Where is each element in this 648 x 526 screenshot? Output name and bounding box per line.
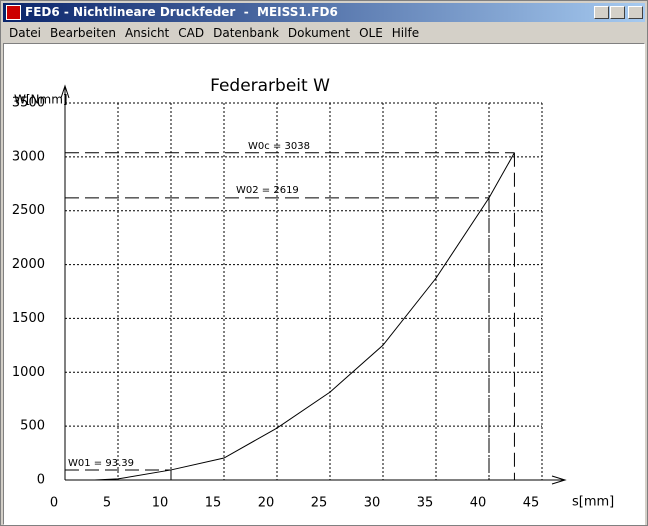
marker-label: W02 = 2619	[236, 185, 299, 196]
menu-item[interactable]: Ansicht	[124, 26, 170, 40]
x-tick-label: 5	[103, 496, 111, 511]
menu-item[interactable]: OLE	[359, 26, 383, 40]
menu-item[interactable]: Dokument	[287, 26, 351, 40]
title-bar: FED6 - Nichtlineare Druckfeder - MEISS1.…	[3, 3, 645, 22]
y-tick-label: 2000	[12, 257, 45, 272]
y-tick-label: 3500	[12, 96, 45, 111]
window-title: FED6 - Nichtlineare Druckfeder - MEISS1.…	[25, 5, 338, 19]
y-axis-arrow	[60, 84, 70, 99]
y-tick-label: 0	[37, 473, 45, 488]
x-tick-label: 20	[258, 496, 275, 511]
menu-item[interactable]: Hilfe	[391, 26, 420, 40]
client-area	[3, 43, 645, 525]
menu-item[interactable]: CAD	[178, 26, 205, 40]
x-tick-label: 25	[311, 496, 328, 511]
x-tick-label: 45	[523, 496, 540, 511]
menu-item[interactable]: Datei	[9, 26, 42, 40]
menu-item[interactable]: Datenbank	[213, 26, 279, 40]
chart-title: Federarbeit W	[210, 76, 330, 96]
y-tick-label: 500	[20, 419, 45, 434]
x-tick-label: 0	[50, 496, 58, 511]
x-axis-label: s[mm]	[572, 495, 614, 510]
x-tick-label: 30	[364, 496, 381, 511]
minimize-button[interactable]	[594, 6, 609, 19]
marker-label: W01 = 93.39	[68, 458, 134, 469]
data-line	[94, 152, 515, 481]
y-tick-label: 1000	[12, 365, 45, 380]
x-tick-label: 15	[205, 496, 222, 511]
menu-item[interactable]: Bearbeiten	[50, 26, 116, 40]
y-tick-label: 3000	[12, 149, 45, 164]
close-button[interactable]	[628, 6, 643, 19]
app-icon	[6, 5, 21, 20]
x-tick-label: 10	[152, 496, 169, 511]
maximize-button[interactable]	[610, 6, 625, 19]
x-axis-arrow	[551, 475, 567, 485]
y-tick-label: 2500	[12, 203, 45, 218]
menu-bar: Datei Bearbeiten Ansicht CAD Datenbank Dokume…	[3, 24, 422, 42]
y-tick-label: 1500	[12, 311, 45, 326]
x-tick-label: 35	[417, 496, 434, 511]
x-tick-label: 40	[470, 496, 487, 511]
y-axis-label: W[Nmm]	[14, 93, 68, 107]
marker-label: W0c = 3038	[248, 141, 310, 152]
